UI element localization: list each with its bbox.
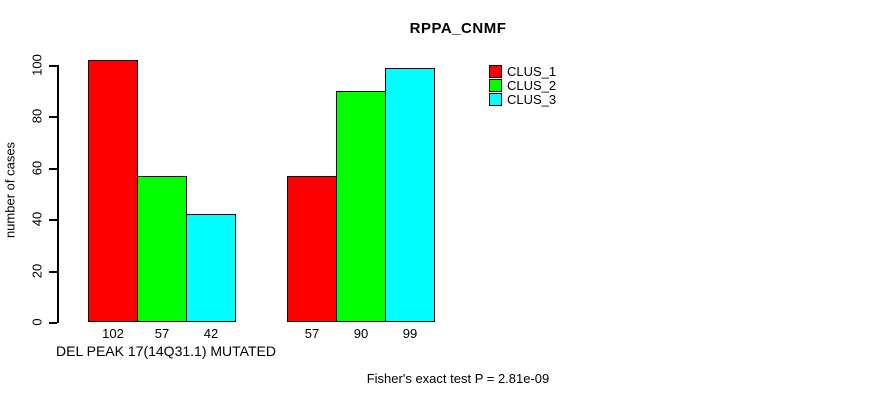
y-tick-label: 40 <box>29 211 45 227</box>
y-tick-label: 80 <box>29 108 45 124</box>
bar-value-label: 90 <box>353 326 369 341</box>
legend-item: CLUS_1 <box>489 63 557 79</box>
y-tick-label: 20 <box>29 263 45 279</box>
y-tick <box>49 322 57 324</box>
legend-item: CLUS_2 <box>489 77 557 93</box>
y-tick-label: 100 <box>29 54 45 76</box>
y-tick <box>49 271 57 273</box>
x-axis-label: DEL PEAK 17(14Q31.1) MUTATED <box>56 343 276 359</box>
y-tick-label: 60 <box>29 160 45 176</box>
legend-label: CLUS_1 <box>507 63 557 79</box>
legend-swatch <box>489 78 502 92</box>
y-axis-line <box>57 65 59 323</box>
bar-value-label: 99 <box>402 326 418 341</box>
bar <box>385 68 435 322</box>
legend-label: CLUS_3 <box>507 91 557 107</box>
bar <box>88 60 138 322</box>
y-tick <box>49 219 57 221</box>
fisher-test-annotation: Fisher's exact test P = 2.81e-09 <box>366 371 550 386</box>
y-tick-label: 0 <box>29 318 45 326</box>
bar <box>137 176 187 322</box>
bar <box>287 176 337 322</box>
bar-value-label: 57 <box>154 326 170 341</box>
bar <box>336 91 386 322</box>
legend-swatch <box>489 92 502 106</box>
legend-item: CLUS_3 <box>489 91 557 107</box>
chart-title: RPPA_CNMF <box>409 20 507 37</box>
legend-label: CLUS_2 <box>507 77 557 93</box>
y-tick <box>49 116 57 118</box>
legend: CLUS_1 CLUS_2 CLUS_3 <box>489 63 557 107</box>
bar-value-label: 42 <box>203 326 219 341</box>
bar-value-label: 102 <box>102 326 124 341</box>
legend-swatch <box>489 64 502 78</box>
bar <box>186 214 236 322</box>
bar-value-label: 57 <box>304 326 320 341</box>
y-tick <box>49 168 57 170</box>
y-tick <box>49 65 57 67</box>
